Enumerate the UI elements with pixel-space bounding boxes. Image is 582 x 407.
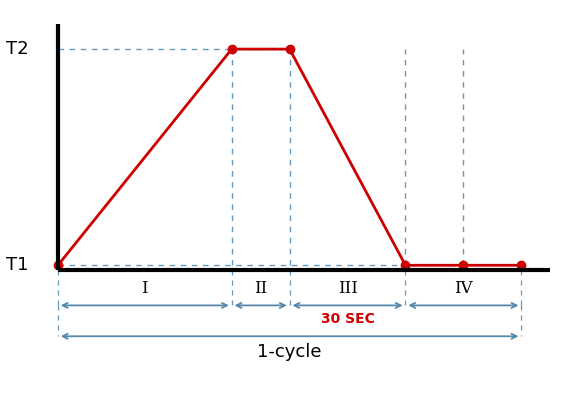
- Text: IV: IV: [454, 280, 473, 297]
- Text: T1: T1: [6, 256, 29, 274]
- Text: I: I: [141, 280, 148, 297]
- Text: III: III: [338, 280, 357, 297]
- Text: 30 SEC: 30 SEC: [321, 312, 374, 326]
- Text: II: II: [254, 280, 267, 297]
- Text: T2: T2: [6, 40, 29, 58]
- Text: 1-cycle: 1-cycle: [257, 343, 322, 361]
